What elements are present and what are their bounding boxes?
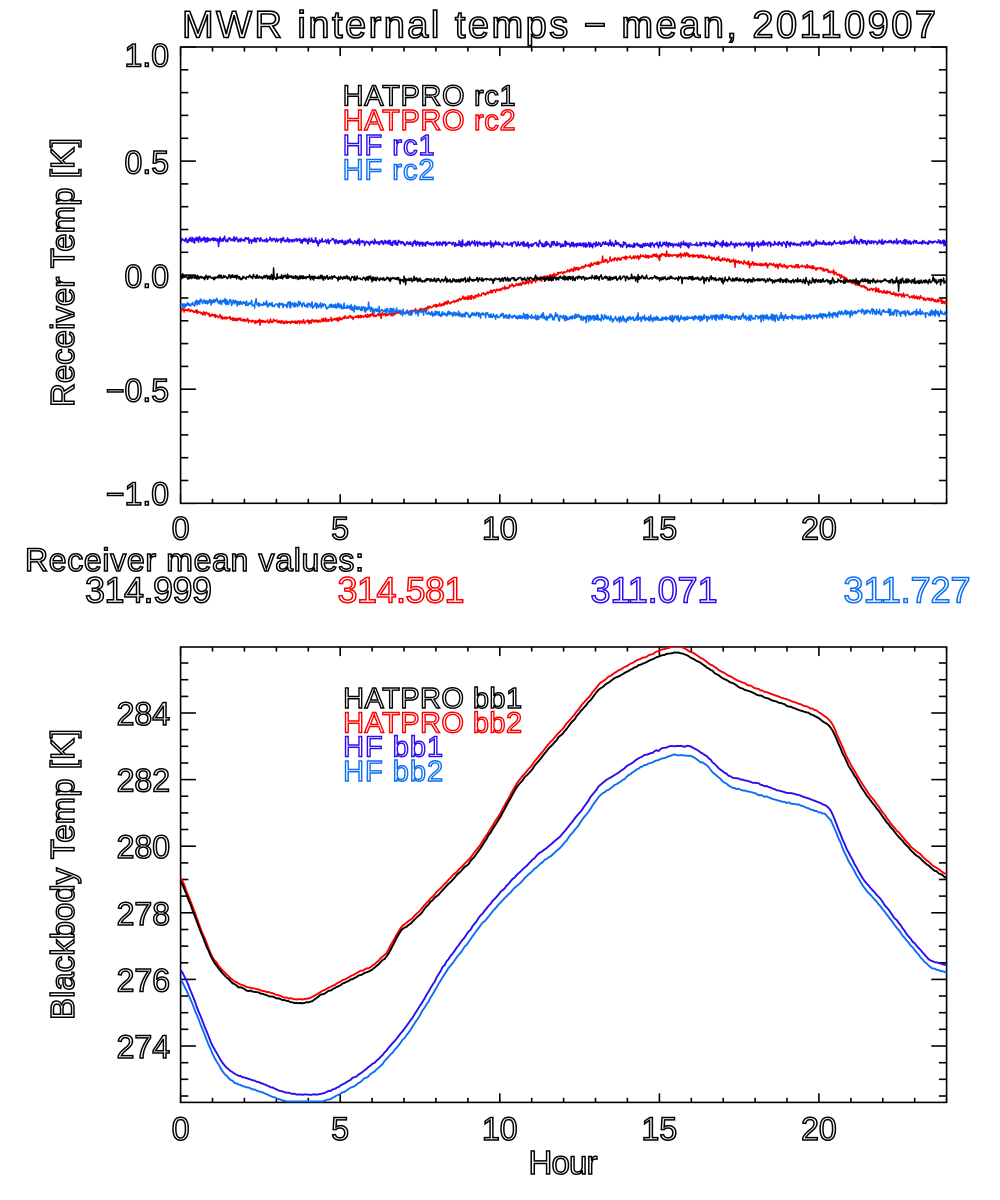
svg-text:0: 0 [172, 1111, 190, 1147]
svg-text:HATPRO rc2: HATPRO rc2 [343, 105, 516, 137]
svg-text:314.581: 314.581 [338, 570, 465, 611]
svg-text:Receiver Temp [K]: Receiver Temp [K] [44, 138, 81, 407]
svg-text:0: 0 [172, 511, 190, 547]
svg-text:274: 274 [117, 1029, 170, 1065]
svg-text:HF bb2: HF bb2 [343, 756, 443, 788]
svg-text:−1.0: −1.0 [106, 476, 169, 512]
svg-text:278: 278 [117, 896, 170, 932]
svg-text:311.071: 311.071 [591, 570, 718, 611]
svg-text:−0.5: −0.5 [106, 372, 169, 408]
svg-text:276: 276 [117, 962, 170, 998]
svg-text:HATPRO bb1: HATPRO bb1 [343, 683, 522, 715]
svg-text:282: 282 [117, 763, 170, 799]
svg-text:HF bb1: HF bb1 [343, 732, 443, 764]
svg-text:Blackbody Temp [K]: Blackbody Temp [K] [44, 729, 81, 1020]
svg-text:314.999: 314.999 [85, 570, 212, 611]
svg-text:10: 10 [482, 1111, 518, 1147]
svg-text:20: 20 [801, 511, 837, 547]
svg-text:311.727: 311.727 [844, 570, 971, 611]
svg-text:MWR internal temps − mean, 201: MWR internal temps − mean, 20110907 [182, 5, 936, 47]
svg-text:0.5: 0.5 [125, 145, 169, 181]
svg-text:284: 284 [117, 696, 170, 732]
svg-text:10: 10 [482, 511, 518, 547]
svg-text:280: 280 [117, 829, 170, 865]
svg-text:HF rc2: HF rc2 [343, 155, 435, 187]
svg-text:HF rc1: HF rc1 [343, 130, 435, 162]
svg-text:15: 15 [642, 511, 678, 547]
svg-text:20: 20 [801, 1111, 837, 1147]
svg-text:Receiver mean values:: Receiver mean values: [25, 542, 364, 578]
svg-text:5: 5 [331, 511, 349, 547]
svg-text:15: 15 [642, 1111, 678, 1147]
svg-text:0.0: 0.0 [125, 259, 169, 295]
svg-text:5: 5 [331, 1111, 349, 1147]
svg-text:HATPRO bb2: HATPRO bb2 [343, 707, 522, 739]
svg-text:1.0: 1.0 [125, 38, 169, 74]
svg-text:HATPRO rc1: HATPRO rc1 [343, 80, 516, 112]
svg-text:Hour: Hour [529, 1144, 598, 1181]
